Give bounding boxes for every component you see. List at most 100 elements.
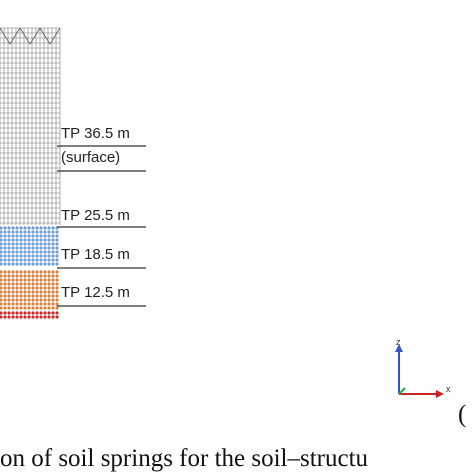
spring-dot [19,298,23,302]
spring-dot [31,282,35,286]
pile-head [0,27,21,45]
spring-dot [19,258,23,262]
spring-dot [3,238,7,242]
spring-dot [51,254,55,258]
spring-dot [51,278,55,282]
spring-dot [15,302,19,306]
spring-dot [51,234,55,238]
spring-dot [0,270,3,274]
spring-dot [27,234,31,238]
spring-dot [55,274,59,278]
spring-dot [7,246,11,250]
spring-dot [39,230,43,234]
spring-dot [35,250,39,254]
spring-dot [35,302,39,306]
spring-dot [51,290,55,294]
spring-dot [39,306,43,310]
spring-dot [19,290,23,294]
spring-dot [27,315,31,319]
spring-dot [47,290,51,294]
spring-dot [3,230,7,234]
spring-dot [27,282,31,286]
spring-dot [43,230,47,234]
spring-dot [27,242,31,246]
spring-dot [11,294,15,298]
spring-dot [23,290,27,294]
spring-dot [39,290,43,294]
spring-dot [0,262,3,266]
spring-dot [31,226,35,230]
spring-dot [43,254,47,258]
spring-dot [35,294,39,298]
spring-dot [43,311,47,315]
spring-dot [19,226,23,230]
spring-dot [3,250,7,254]
spring-dot [39,270,43,274]
spring-dot [7,290,11,294]
spring-dot [11,226,15,230]
spring-dot [27,298,31,302]
spring-dot [19,278,23,282]
spring-dot [55,306,59,310]
spring-dot [27,258,31,262]
spring-dot [23,226,27,230]
spring-dot [23,258,27,262]
level-label: TP 18.5 m [61,246,130,263]
spring-dot [0,298,3,302]
spring-dot [15,246,19,250]
spring-dot [35,298,39,302]
spring-dot [47,246,51,250]
spring-dot [3,242,7,246]
spring-dot [19,230,23,234]
spring-dot [47,306,51,310]
spring-dot [0,274,3,278]
spring-dot [31,230,35,234]
spring-dot [43,282,47,286]
spring-dot [11,278,15,282]
spring-dot [0,302,3,306]
spring-dot [27,286,31,290]
spring-dot [7,302,11,306]
spring-dot [23,306,27,310]
spring-dot [39,278,43,282]
spring-dot [7,250,11,254]
spring-dot [7,254,11,258]
spring-dot [35,226,39,230]
spring-dot [47,270,51,274]
spring-dot [3,226,7,230]
spring-dot [0,290,3,294]
spring-dot [0,278,3,282]
spring-dot [23,262,27,266]
spring-dot [11,250,15,254]
spring-dot [55,270,59,274]
spring-dot [39,246,43,250]
spring-dot [39,254,43,258]
spring-dot [55,302,59,306]
spring-dot [31,242,35,246]
level-label: TP 12.5 m [61,284,130,301]
spring-dot [51,298,55,302]
spring-dot [7,278,11,282]
spring-dot [35,315,39,319]
spring-dot [35,290,39,294]
spring-dot [55,242,59,246]
spring-dot [27,246,31,250]
spring-dot [23,286,27,290]
spring-dot [7,270,11,274]
spring-dot [0,282,3,286]
spring-dot [11,311,15,315]
spring-dot [43,250,47,254]
spring-dot [39,315,43,319]
spring-dot [43,274,47,278]
panel-mark: ( [458,401,466,428]
spring-dot [19,282,23,286]
spring-dot [55,258,59,262]
spring-dot [35,254,39,258]
spring-dot [0,234,3,238]
spring-dot [19,302,23,306]
spring-dot [55,278,59,282]
spring-dot [15,315,19,319]
spring-dot [43,258,47,262]
spring-dot [3,298,7,302]
